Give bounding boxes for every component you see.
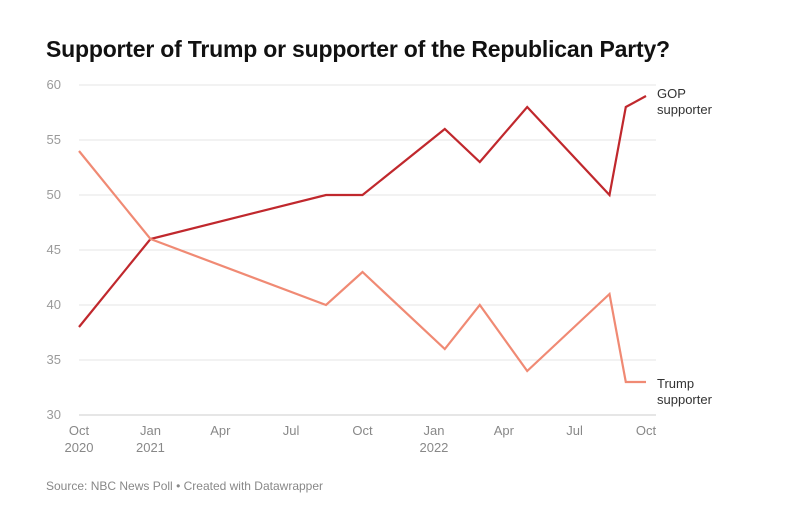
- x-tick-label: Jul: [283, 423, 300, 438]
- x-tick-line: Jul: [283, 423, 300, 438]
- x-tick-line: Apr: [494, 423, 515, 438]
- series-label-line: supporter: [657, 392, 713, 407]
- series-line-trump: [78, 150, 646, 384]
- x-tick-line: Oct: [636, 423, 657, 438]
- series-label-line: GOP: [657, 86, 686, 101]
- x-tick-line: 2021: [136, 440, 165, 455]
- x-tick-label: Apr: [494, 423, 515, 438]
- series-label-gop: GOP supporter: [657, 86, 713, 117]
- source-note: Source: NBC News Poll • Created with Dat…: [46, 479, 323, 493]
- x-tick-line: Jan: [140, 423, 161, 438]
- x-tick-label: Jan 2021: [136, 423, 165, 455]
- separator-dot: •: [176, 479, 181, 493]
- y-tick-label: 35: [47, 352, 61, 367]
- source-text: Source: NBC News Poll: [46, 479, 173, 493]
- credit-text: Created with Datawrapper: [183, 479, 324, 493]
- y-tick-label: 40: [47, 297, 61, 312]
- x-tick-line: Jan: [423, 423, 444, 438]
- x-tick-label: Jul: [566, 423, 583, 438]
- x-tick-label: Oct: [636, 423, 657, 438]
- chart-title: Supporter of Trump or supporter of the R…: [46, 36, 670, 62]
- series-label-trump: Trump supporter: [657, 376, 713, 407]
- x-tick-label: Jan 2022: [419, 423, 448, 455]
- gridlines: [79, 84, 656, 416]
- y-tick-label: 60: [47, 77, 61, 92]
- y-tick-label: 55: [47, 132, 61, 147]
- x-tick-line: Oct: [352, 423, 373, 438]
- series-label-line: supporter: [657, 102, 713, 117]
- x-tick-label: Oct: [352, 423, 373, 438]
- x-axis-ticks: Oct 2020 Jan 2021 Apr Jul Oct Jan 2022 Apr Jul Oct: [65, 423, 657, 455]
- x-tick-line: Jul: [566, 423, 583, 438]
- series-label-line: Trump: [657, 376, 694, 391]
- y-axis-ticks: 30 35 40 45 50 55 60: [47, 77, 61, 422]
- x-tick-line: Apr: [210, 423, 231, 438]
- x-tick-label: Apr: [210, 423, 231, 438]
- y-tick-label: 30: [47, 407, 61, 422]
- y-tick-label: 50: [47, 187, 61, 202]
- x-tick-line: Oct: [69, 423, 90, 438]
- x-tick-line: 2022: [419, 440, 448, 455]
- series-lines: [78, 95, 647, 384]
- x-tick-label: Oct 2020: [65, 423, 94, 455]
- series-line-gop: [78, 95, 647, 328]
- x-tick-line: 2020: [65, 440, 94, 455]
- y-tick-label: 45: [47, 242, 61, 257]
